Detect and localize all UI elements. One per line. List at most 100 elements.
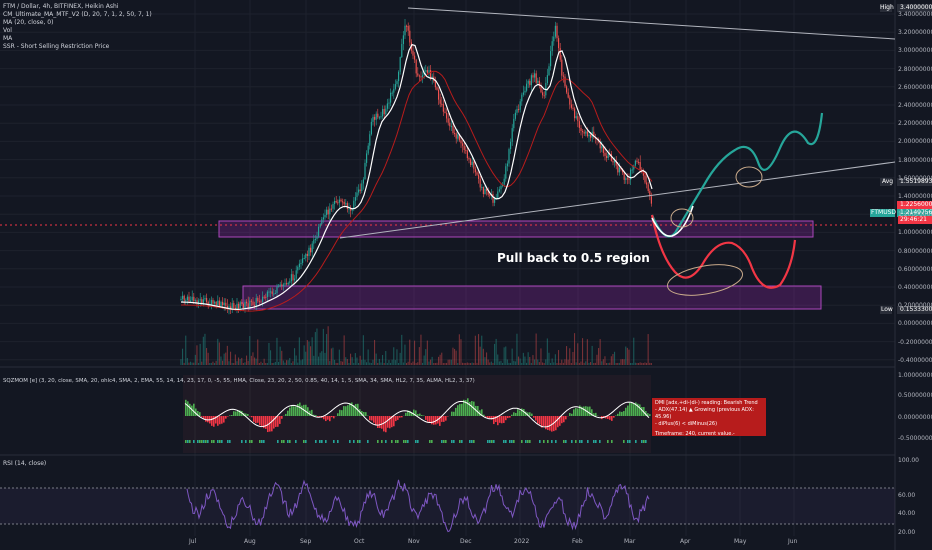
volume-bar (562, 362, 564, 365)
candle-body (274, 293, 276, 295)
volume-bar (553, 362, 555, 365)
candle-body (190, 300, 192, 302)
candle-body (510, 141, 512, 150)
candle-body (225, 302, 227, 306)
sqz-bar (351, 402, 353, 416)
candle-body (602, 146, 604, 153)
candle-body (543, 95, 545, 97)
sqz-dot (445, 440, 447, 443)
dmi-info-box[interactable]: DMI [adx,+di-(di-) reading: Bearish Tren… (652, 398, 766, 437)
volume-bar (265, 362, 267, 365)
sqz-dot (461, 440, 463, 443)
volume-bar (230, 351, 232, 365)
highlight-ellipse[interactable] (735, 166, 763, 188)
candle-body (394, 84, 396, 89)
candle-body (601, 146, 603, 149)
candle-body (580, 127, 582, 131)
resistance-zone[interactable] (218, 220, 814, 238)
volume-bar (399, 352, 401, 365)
volume-bar (521, 362, 523, 365)
candle-body (522, 92, 524, 95)
volume-bar (190, 361, 192, 365)
sqz-dot (405, 440, 407, 443)
volume-bar (370, 362, 372, 365)
candle-body (297, 267, 299, 271)
bearish-projection-path[interactable] (650, 214, 797, 289)
bullish-projection-path[interactable] (650, 112, 824, 238)
volume-bar (202, 336, 204, 365)
time-tick: Mar (624, 538, 636, 545)
volume-bar (542, 362, 544, 365)
candle-body (636, 160, 638, 162)
candle-body (407, 26, 409, 31)
sqz-dot (295, 440, 297, 443)
sqz-dot (489, 440, 491, 443)
volume-bar (462, 362, 464, 365)
sqz-tick: 0.50000000 (898, 392, 932, 399)
sqz-bar (261, 416, 263, 427)
sqz-bar (337, 413, 339, 416)
candle-body (623, 172, 625, 180)
candle-body (314, 239, 316, 241)
symbol-title[interactable]: FTM / Dollar, 4h, BITFINEX, Heikin Ashi (3, 3, 119, 10)
volume-bar (599, 339, 601, 365)
highlight-ellipse[interactable] (665, 260, 745, 301)
candle-body (458, 134, 460, 141)
volume-bar (250, 355, 252, 365)
indicator-legend-2[interactable]: Vol (3, 27, 12, 34)
volume-bar (391, 359, 393, 365)
volume-bar (198, 362, 200, 365)
dmi-line: - diPlus(6) < diMinus(26) (655, 421, 718, 427)
candle-body (417, 73, 419, 76)
candle-body (436, 87, 438, 90)
volume-bar (204, 333, 206, 365)
candle-body (628, 178, 630, 180)
sqz-dot (337, 440, 339, 443)
volume-bar (372, 359, 374, 365)
sqz-dot (417, 440, 419, 443)
candle-body (612, 161, 614, 163)
sqz-bar (497, 416, 499, 426)
highlight-ellipse[interactable] (670, 208, 694, 228)
candle-body (220, 301, 222, 307)
volume-bar (180, 359, 182, 365)
candle-body (577, 116, 579, 122)
sqz-bar (617, 413, 619, 416)
indicator-legend-4[interactable]: SSR - Short Selling Restriction Price (3, 43, 110, 50)
candle-body (180, 298, 182, 300)
price-tick: 0.60000000 (898, 265, 932, 273)
sqz-dot (213, 440, 215, 443)
volume-bar (615, 362, 617, 365)
candle-body (255, 298, 257, 306)
support-zone[interactable] (242, 285, 822, 310)
sqz-dot (487, 440, 489, 443)
annotation-text[interactable]: Pull back to 0.5 region (497, 251, 650, 265)
time-tick: 2022 (514, 538, 530, 545)
upper-trendline[interactable] (407, 7, 896, 40)
volume-bar (420, 334, 422, 365)
lower-trendline[interactable] (339, 161, 896, 239)
sqz-bar (649, 414, 651, 416)
volume-bar (458, 334, 460, 365)
volume-bar (207, 352, 209, 365)
avg-value: 1.55198934 (900, 178, 932, 185)
sqz-bar (353, 405, 355, 416)
white-projection-path[interactable] (651, 205, 694, 237)
candle-body (310, 247, 312, 253)
sqz-dot (263, 440, 265, 443)
volume-bar (564, 359, 566, 365)
sqz-legend[interactable]: SQZMOM [e] (3, 20, close, SMA, 20, ohlc4… (3, 378, 475, 384)
volume-bar (439, 354, 441, 365)
candle-body (364, 162, 366, 180)
rsi-legend[interactable]: RSI (14, close) (3, 460, 47, 467)
sqz-bar (295, 406, 297, 416)
high-tag-bg (880, 4, 892, 12)
volume-bar (226, 345, 228, 365)
indicator-legend-0[interactable]: CM_Ultimate_MA_MTF_V2 (D, 20, 7, 1, 2, 5… (3, 11, 152, 18)
candle-body (212, 299, 214, 304)
volume-bar (638, 362, 640, 365)
indicator-legend-3[interactable]: MA (3, 35, 13, 42)
indicator-legend-1[interactable]: MA (20, close, 0) (3, 19, 54, 26)
sqz-bar (309, 410, 311, 416)
